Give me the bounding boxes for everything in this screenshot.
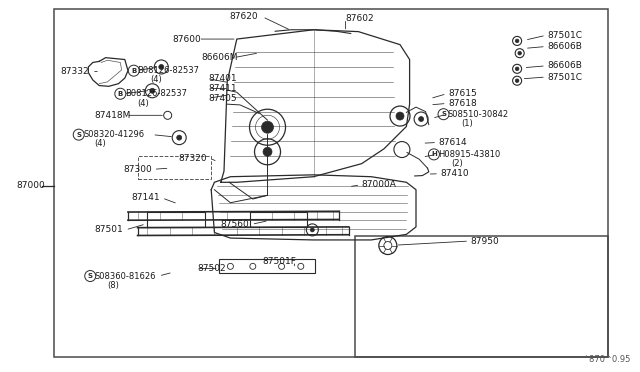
Circle shape — [515, 79, 519, 83]
Circle shape — [518, 51, 522, 55]
Text: 87620: 87620 — [229, 12, 257, 21]
Text: S: S — [88, 273, 93, 279]
Text: (4): (4) — [150, 76, 162, 84]
Text: 86606M: 86606M — [202, 53, 238, 62]
Text: (1): (1) — [461, 119, 472, 128]
Text: S: S — [441, 111, 446, 117]
Text: 87501: 87501 — [95, 225, 124, 234]
Circle shape — [396, 112, 404, 120]
Text: 87502: 87502 — [197, 264, 226, 273]
Text: S08510-30842: S08510-30842 — [448, 110, 509, 119]
Text: B: B — [118, 91, 123, 97]
Bar — [147, 212, 205, 227]
Text: 87332: 87332 — [61, 67, 90, 76]
Text: 87615: 87615 — [448, 89, 477, 98]
Circle shape — [263, 147, 272, 156]
Text: 87501C: 87501C — [547, 31, 582, 40]
Text: 87602: 87602 — [346, 14, 374, 23]
Text: 87141: 87141 — [131, 193, 160, 202]
Circle shape — [262, 121, 273, 133]
Circle shape — [150, 88, 155, 93]
Circle shape — [159, 64, 164, 70]
Text: B08126-82537: B08126-82537 — [138, 66, 200, 75]
Text: 87614: 87614 — [438, 138, 467, 147]
Text: 87600: 87600 — [173, 35, 202, 44]
Text: 87000A: 87000A — [362, 180, 396, 189]
Text: 86606B: 86606B — [547, 42, 582, 51]
Text: 87300: 87300 — [123, 165, 152, 174]
Text: 87320: 87320 — [178, 154, 207, 163]
Text: 87950: 87950 — [470, 237, 499, 246]
Text: S08360-81626: S08360-81626 — [95, 272, 156, 280]
Text: 87410: 87410 — [440, 169, 469, 178]
Bar — [355, 236, 608, 357]
Text: 87618: 87618 — [448, 99, 477, 108]
Text: (4): (4) — [138, 99, 149, 108]
Text: H: H — [431, 151, 436, 157]
Text: S08320-41296: S08320-41296 — [83, 130, 145, 139]
Text: (8): (8) — [108, 281, 120, 290]
Circle shape — [310, 228, 314, 232]
Text: B08126-82537: B08126-82537 — [125, 89, 187, 98]
Bar — [250, 212, 307, 227]
Text: (2): (2) — [451, 159, 463, 168]
Text: S: S — [76, 132, 81, 138]
Text: 87401: 87401 — [209, 74, 237, 83]
Circle shape — [515, 67, 519, 71]
Text: 87411: 87411 — [209, 84, 237, 93]
Bar — [219, 259, 315, 273]
Circle shape — [515, 39, 519, 43]
Bar — [54, 9, 608, 357]
Bar — [138, 156, 211, 179]
Circle shape — [419, 116, 424, 122]
Text: 87501C: 87501C — [547, 73, 582, 81]
Text: 87405: 87405 — [209, 94, 237, 103]
Text: 87000: 87000 — [16, 182, 45, 190]
Text: 86606B: 86606B — [547, 61, 582, 70]
Text: B: B — [131, 68, 136, 74]
Text: (4): (4) — [95, 140, 106, 148]
Text: 87418M: 87418M — [95, 111, 131, 120]
Text: H08915-43810: H08915-43810 — [438, 150, 500, 159]
Circle shape — [177, 135, 182, 140]
Text: 87501F: 87501F — [262, 257, 296, 266]
Text: 87560: 87560 — [221, 220, 250, 229]
Text: ^870^0.95: ^870^0.95 — [582, 355, 630, 364]
